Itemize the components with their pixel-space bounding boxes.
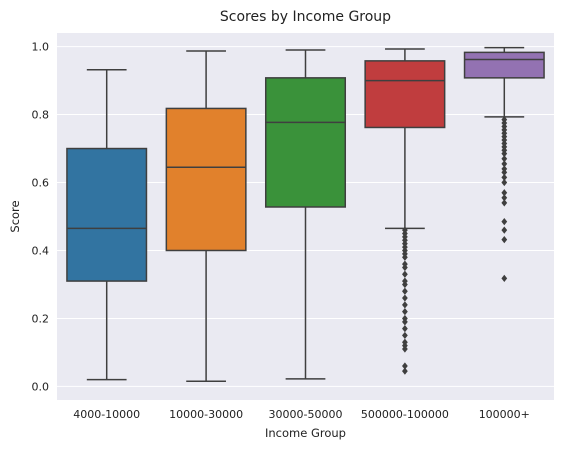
box-iqr: [463, 51, 545, 79]
y-tick-labels: 0.0 0.2 0.4 0.6 0.8 1.0: [32, 41, 50, 394]
box-group: [463, 46, 545, 282]
outlier-point: [402, 331, 408, 340]
outlier-point: [402, 367, 408, 375]
y-tick-label: 0.4: [32, 244, 50, 257]
outlier-point: [501, 116, 508, 124]
box-iqr: [66, 147, 148, 282]
box-iqr: [165, 107, 247, 252]
outlier-point: [402, 325, 408, 333]
x-axis-label: Income Group: [265, 426, 346, 440]
outlier-point: [501, 226, 508, 234]
outlier-point: [501, 155, 508, 163]
outlier-point: [402, 260, 408, 268]
y-tick-label: 0.6: [32, 177, 50, 190]
outlier-point: [501, 178, 508, 187]
outlier-point: [402, 294, 408, 302]
box-iqr: [264, 77, 347, 208]
x-tick-label: 4000-10000: [73, 408, 140, 421]
outlier-point: [501, 160, 508, 168]
box-group: [364, 48, 446, 375]
box-iqr: [364, 60, 446, 129]
x-tick-label: 10000-30000: [169, 408, 243, 421]
box-group: [66, 68, 148, 381]
y-axis-label: Score: [8, 200, 22, 232]
outlier-point: [402, 226, 408, 234]
outlier-point: [501, 217, 508, 226]
outlier-point: [501, 189, 508, 197]
outlier-point: [402, 277, 408, 285]
outlier-point: [402, 301, 408, 309]
outlier-point: [402, 287, 408, 295]
box-group: [264, 49, 347, 380]
x-tick-label: 100000+: [479, 408, 530, 421]
outlier-point: [501, 236, 508, 244]
y-tick-label: 0.0: [32, 380, 50, 393]
y-tick-label: 1.0: [32, 41, 50, 54]
outlier-point: [501, 194, 508, 202]
y-tick-label: 0.2: [32, 312, 50, 325]
box-group: [165, 50, 247, 383]
x-tick-labels: 4000-10000 10000-30000 30000-50000 500000-1…: [73, 408, 530, 421]
x-tick-label: 30000-50000: [269, 408, 343, 421]
outlier-point: [402, 308, 408, 316]
outlier-point: [402, 338, 408, 346]
x-tick-label: 500000-100000: [361, 408, 449, 421]
y-tick-label: 0.8: [32, 109, 50, 122]
outlier-point: [501, 199, 508, 207]
outlier-point: [501, 274, 508, 282]
outlier-point: [501, 173, 508, 182]
outlier-point: [402, 314, 408, 323]
outlier-point: [402, 362, 408, 370]
outlier-point: [402, 270, 408, 278]
chart-title: Scores by Income Group: [220, 9, 391, 25]
outlier-point: [501, 165, 508, 173]
boxes: [66, 46, 545, 383]
